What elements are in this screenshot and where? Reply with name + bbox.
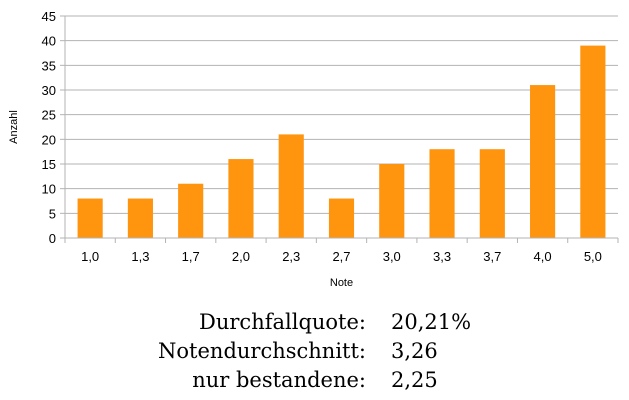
x-axis-label: Note [330,277,353,289]
y-axis-label: Anzahl [8,110,20,144]
bar-2,0 [228,159,254,238]
y-tick-label-6: 30 [42,83,56,98]
y-tick-label-8: 40 [42,34,56,49]
bar-2,7 [328,198,355,238]
bar-5,0 [580,45,606,238]
bar-1,3 [127,198,153,238]
bar-3,0 [379,164,405,238]
x-tick-label-4: 2,3 [282,249,300,264]
bar-3,3 [429,149,455,238]
stat-row-passed-average: nur bestandene: 2,25 [0,368,629,397]
grade-average-value: 3,26 [391,339,438,363]
x-tick-label-6: 3,0 [383,249,401,264]
bar-chart: 0 5 10 15 20 25 30 35 40 45 1,0 1,3 1,7 2,0 2,3 2,7 3,0… [8,9,619,289]
bar-4,0 [530,85,556,238]
y-tick-label-0: 0 [49,231,56,246]
gridlines [60,15,618,239]
passed-average-label: nur bestandene: [192,368,366,392]
failure-rate-label: Durchfallquote: [199,310,366,334]
y-tick-label-3: 15 [42,157,56,172]
passed-average-value: 2,25 [391,368,438,392]
bar-1,7 [178,183,204,238]
x-tick-label-2: 1,7 [182,249,200,264]
y-tick-label-9: 45 [42,9,56,24]
y-tick-label-5: 25 [42,108,56,123]
failure-rate-value: 20,21% [391,310,472,334]
statistics-summary: Durchfallquote: 20,21% Notendurchschnitt… [0,310,629,397]
y-tick-labels: 0 5 10 15 20 25 30 35 40 45 [42,9,56,246]
y-tick-label-2: 10 [42,182,56,197]
x-tick-labels: 1,0 1,3 1,7 2,0 2,3 2,7 3,0 3,3 3,7 4,0 5,0 [81,249,602,264]
stat-row-failure-rate: Durchfallquote: 20,21% [0,310,629,339]
stat-row-grade-average: Notendurchschnitt: 3,26 [0,339,629,368]
bars [77,45,606,238]
axes [64,16,619,243]
x-tick-label-5: 2,7 [332,249,350,264]
y-tick-label-7: 35 [42,58,56,73]
x-tick-label-7: 3,3 [433,249,451,264]
x-tick-label-10: 5,0 [584,249,602,264]
x-tick-label-8: 3,7 [483,249,501,264]
x-tick-label-1: 1,3 [131,249,149,264]
x-tick-label-3: 2,0 [232,249,250,264]
y-tick-label-4: 20 [42,132,56,147]
y-tick-label-1: 5 [49,206,56,221]
bar-3,7 [479,149,505,238]
grade-average-label: Notendurchschnitt: [158,339,366,363]
x-tick-label-0: 1,0 [81,249,99,264]
bar-2,3 [278,134,304,238]
bar-1,0 [77,198,103,238]
x-tick-label-9: 4,0 [534,249,552,264]
